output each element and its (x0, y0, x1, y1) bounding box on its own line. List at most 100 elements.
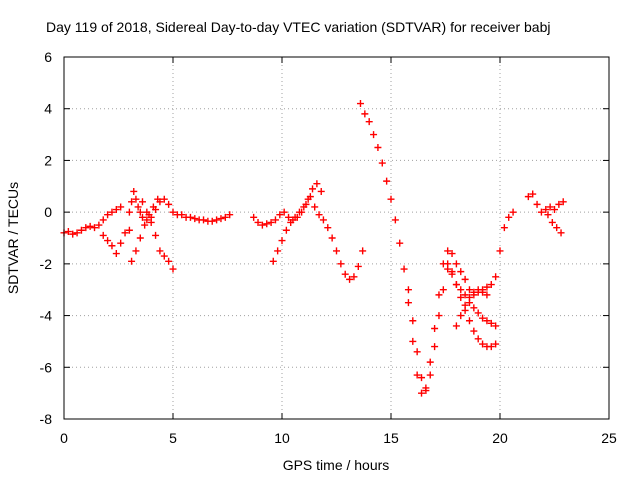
y-tick-label: 6 (44, 49, 52, 65)
data-point (271, 216, 279, 224)
series-sat-d (128, 195, 162, 265)
data-point (317, 187, 325, 195)
data-points (60, 100, 567, 397)
data-point (346, 275, 354, 283)
data-point (112, 250, 120, 258)
series-sat-c (125, 187, 234, 225)
x-axis-label: GPS time / hours (283, 457, 390, 473)
data-point (165, 200, 173, 208)
data-point (267, 218, 275, 226)
data-point (125, 226, 133, 234)
x-tick-label: 10 (274, 430, 290, 446)
data-point (121, 229, 129, 237)
data-point (99, 216, 107, 224)
data-point (553, 224, 561, 232)
data-point (276, 211, 284, 219)
data-point (99, 231, 107, 239)
data-point (457, 286, 465, 294)
data-point (422, 387, 430, 395)
data-point (444, 260, 452, 268)
data-point (136, 208, 144, 216)
data-point (370, 131, 378, 139)
data-point (431, 325, 439, 332)
data-point (396, 239, 404, 247)
data-point (461, 275, 469, 283)
data-point (474, 309, 482, 317)
data-point (479, 340, 487, 348)
data-point (378, 159, 386, 167)
data-point (125, 208, 133, 216)
data-point (149, 203, 157, 211)
data-point (492, 322, 500, 330)
data-point (154, 195, 162, 203)
data-point (295, 208, 303, 216)
data-point (387, 195, 395, 203)
data-point (64, 228, 72, 236)
data-point (300, 203, 308, 211)
data-point (130, 187, 138, 195)
data-point (287, 218, 295, 226)
data-point (524, 193, 532, 201)
series-sat-h (356, 100, 517, 397)
series-sat-m (544, 211, 565, 237)
data-point (487, 319, 495, 327)
data-point (350, 273, 358, 281)
grid-lines (64, 57, 609, 419)
data-point (91, 224, 99, 232)
data-point (479, 314, 487, 322)
data-point (444, 247, 452, 255)
data-point (505, 213, 513, 221)
data-point (337, 260, 345, 268)
data-point (136, 234, 144, 242)
data-point (431, 343, 439, 351)
data-point (487, 281, 495, 289)
series-sat-f (250, 193, 367, 283)
data-point (492, 340, 500, 348)
data-point (452, 281, 460, 289)
data-point (221, 213, 229, 221)
data-point (213, 216, 221, 224)
data-point (108, 242, 116, 250)
data-point (280, 208, 288, 216)
data-point (112, 206, 120, 214)
data-point (138, 213, 146, 221)
x-tick-label: 5 (169, 430, 177, 446)
data-point (465, 317, 473, 325)
x-tick-label: 20 (492, 430, 508, 446)
data-point (269, 257, 277, 265)
data-point (143, 216, 151, 224)
data-point (304, 195, 312, 203)
data-point (465, 286, 473, 294)
data-point (470, 288, 478, 296)
data-point (333, 247, 340, 255)
data-point (156, 247, 164, 255)
data-point (483, 291, 491, 299)
data-point (132, 195, 140, 203)
series-sat-b (99, 226, 133, 258)
data-point (404, 286, 412, 294)
data-point (147, 218, 155, 226)
data-point (200, 216, 208, 224)
data-point (496, 247, 504, 255)
data-point (143, 208, 151, 216)
data-point (426, 358, 434, 366)
data-point (435, 312, 443, 320)
data-point (69, 230, 77, 238)
data-point (152, 231, 160, 239)
data-point (409, 337, 417, 345)
data-point (254, 218, 262, 226)
data-point (557, 229, 565, 237)
x-tick-label: 0 (60, 430, 68, 446)
data-point (426, 371, 434, 379)
data-point (492, 273, 500, 281)
data-point (250, 213, 258, 221)
data-point (404, 299, 412, 307)
data-point (263, 220, 271, 228)
data-point (413, 348, 421, 356)
data-point (356, 100, 364, 108)
data-point (141, 221, 149, 229)
data-point (418, 374, 426, 382)
data-point (324, 224, 332, 232)
data-point (391, 216, 399, 224)
